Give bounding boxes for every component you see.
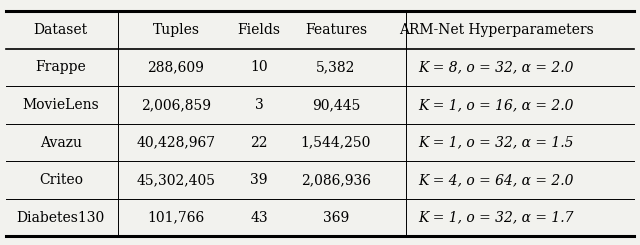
Text: 10: 10: [250, 60, 268, 74]
Text: Criteo: Criteo: [39, 173, 83, 187]
Text: Tuples: Tuples: [152, 23, 200, 37]
Text: K = 1, o = 32, α = 1.7: K = 1, o = 32, α = 1.7: [419, 211, 573, 225]
Text: Fields: Fields: [237, 23, 281, 37]
Text: Dataset: Dataset: [34, 23, 88, 37]
Text: K = 1, o = 16, α = 2.0: K = 1, o = 16, α = 2.0: [419, 98, 573, 112]
Text: 3: 3: [255, 98, 264, 112]
Text: 1,544,250: 1,544,250: [301, 135, 371, 149]
Text: Avazu: Avazu: [40, 135, 82, 149]
Text: K = 1, o = 32, α = 1.5: K = 1, o = 32, α = 1.5: [419, 135, 573, 149]
Text: 2,086,936: 2,086,936: [301, 173, 371, 187]
Text: 45,302,405: 45,302,405: [136, 173, 216, 187]
Text: 90,445: 90,445: [312, 98, 360, 112]
Text: 2,006,859: 2,006,859: [141, 98, 211, 112]
Text: Frappe: Frappe: [35, 60, 86, 74]
Text: K = 4, o = 64, α = 2.0: K = 4, o = 64, α = 2.0: [419, 173, 573, 187]
Text: 288,609: 288,609: [148, 60, 204, 74]
Text: 40,428,967: 40,428,967: [136, 135, 216, 149]
Text: 101,766: 101,766: [147, 211, 205, 225]
Text: 5,382: 5,382: [316, 60, 356, 74]
Text: 43: 43: [250, 211, 268, 225]
Text: K = 8, o = 32, α = 2.0: K = 8, o = 32, α = 2.0: [419, 60, 573, 74]
Text: 39: 39: [250, 173, 268, 187]
Text: Features: Features: [305, 23, 367, 37]
Text: Diabetes130: Diabetes130: [17, 211, 105, 225]
Text: MovieLens: MovieLens: [22, 98, 99, 112]
Text: ARM-Net Hyperparameters: ARM-Net Hyperparameters: [399, 23, 593, 37]
Text: 22: 22: [250, 135, 268, 149]
Text: 369: 369: [323, 211, 349, 225]
